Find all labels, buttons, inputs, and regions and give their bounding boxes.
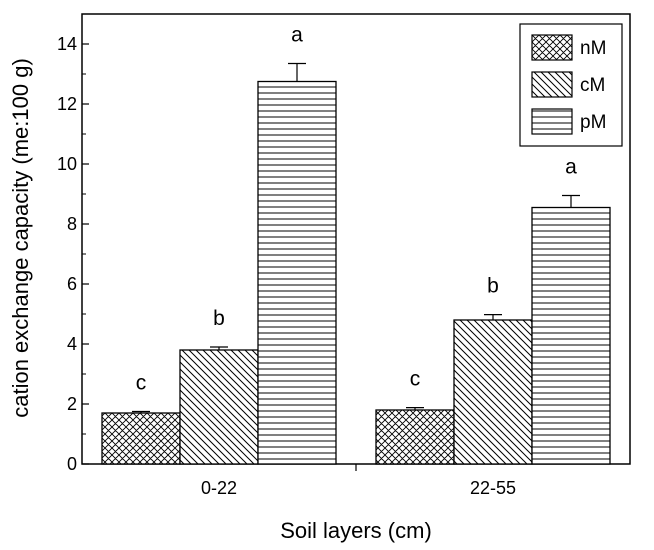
bar-pM-22-55 <box>531 206 611 465</box>
legend-label-nM: nM <box>580 38 606 59</box>
y-tick-label: 12 <box>57 94 77 114</box>
bars <box>101 80 611 465</box>
x-tick-label: 22-55 <box>470 478 516 498</box>
y-tick-label: 6 <box>67 274 77 294</box>
y-tick-label: 0 <box>67 454 77 474</box>
bar-nM-0-22 <box>101 412 181 465</box>
legend: nM cM pM <box>519 23 623 147</box>
x-axis-title: Soil layers (cm) <box>280 518 432 543</box>
y-tick-label: 8 <box>67 214 77 234</box>
x-tick-label: 0-22 <box>201 478 237 498</box>
legend-swatch-cM <box>531 71 573 98</box>
legend-swatch-nM <box>531 34 573 61</box>
y-tick-label: 14 <box>57 34 77 54</box>
significance-letter: a <box>291 24 303 47</box>
bar-cM-0-22 <box>179 349 259 465</box>
bar-pM-0-22 <box>257 80 337 465</box>
legend-swatch-pM <box>531 108 573 135</box>
x-axis: 0-22 22-55 <box>201 464 516 498</box>
significance-letter: c <box>410 368 421 391</box>
y-tick-label: 2 <box>67 394 77 414</box>
legend-label-cM: cM <box>580 75 605 96</box>
significance-letter: a <box>565 156 577 179</box>
y-tick-label: 4 <box>67 334 77 354</box>
significance-letters: c b a c b a <box>136 24 577 395</box>
bar-cM-22-55 <box>453 319 533 465</box>
significance-letter: b <box>213 307 225 330</box>
significance-letter: b <box>487 275 499 298</box>
bar-nM-22-55 <box>375 409 455 465</box>
significance-letter: c <box>136 372 147 395</box>
y-axis-title: cation exchange capacity (me:100 g) <box>8 58 33 418</box>
y-tick-label: 10 <box>57 154 77 174</box>
y-axis: 0 2 4 6 8 10 12 14 <box>57 34 89 474</box>
error-bars <box>132 62 580 413</box>
legend-label-pM: pM <box>580 112 606 133</box>
